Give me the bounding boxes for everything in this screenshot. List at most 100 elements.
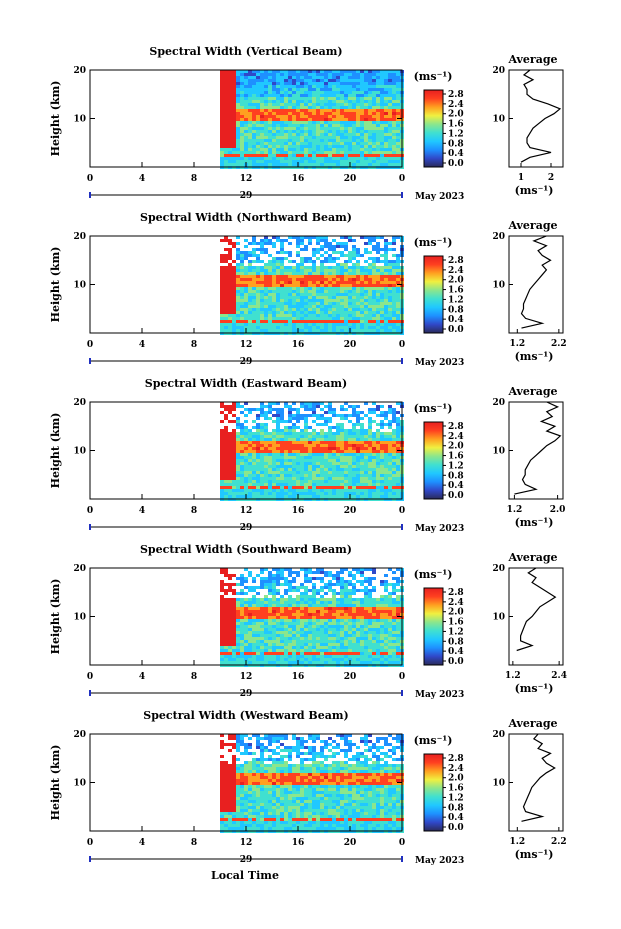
heatmap-cell xyxy=(264,118,268,121)
heatmap-cell xyxy=(328,145,332,148)
heatmap-cell xyxy=(236,103,240,106)
heatmap-cell xyxy=(328,115,332,118)
heatmap-cell xyxy=(296,76,300,79)
heatmap-cell xyxy=(376,278,380,281)
heatmap-cell xyxy=(284,495,288,498)
heatmap-cell xyxy=(264,269,268,272)
heatmap-cell xyxy=(392,79,396,82)
heatmap-cell xyxy=(256,275,260,278)
heatmap-cell xyxy=(228,598,232,601)
heatmap-cell xyxy=(264,299,268,302)
heatmap-cell xyxy=(240,477,244,480)
heatmap-cell xyxy=(244,598,248,601)
heatmap-cell xyxy=(292,601,296,604)
heatmap-cell xyxy=(328,154,332,157)
heatmap-cell xyxy=(224,266,228,269)
heatmap-cell xyxy=(324,287,328,290)
heatmap-cell xyxy=(280,311,284,314)
heatmap-cell xyxy=(220,106,224,109)
heatmap-cell xyxy=(396,471,400,474)
heatmap-cell xyxy=(328,124,332,127)
heatmap-cell xyxy=(304,456,308,459)
heatmap-cell xyxy=(348,480,352,483)
heatmap-cell xyxy=(232,420,236,423)
heatmap-cell xyxy=(348,314,352,317)
heatmap-cell xyxy=(268,405,272,408)
heatmap-cell xyxy=(316,142,320,145)
heatmap-cell xyxy=(284,459,288,462)
heatmap-cell xyxy=(240,429,244,432)
heatmap-cell xyxy=(368,142,372,145)
heatmap-cell xyxy=(312,477,316,480)
heatmap-cell xyxy=(332,157,336,160)
heatmap-cell xyxy=(344,278,348,281)
heatmap-cell xyxy=(340,305,344,308)
heatmap-cell xyxy=(340,139,344,142)
heatmap-cell xyxy=(368,450,372,453)
heatmap-cell xyxy=(268,269,272,272)
heatmap-cell xyxy=(228,601,232,604)
heatmap-cell xyxy=(324,281,328,284)
heatmap-cell xyxy=(364,136,368,139)
heatmap-cell xyxy=(236,658,240,661)
heatmap-cell xyxy=(240,296,244,299)
heatmap-cell xyxy=(372,136,376,139)
heatmap-cell xyxy=(348,492,352,495)
heatmap-cell xyxy=(276,160,280,163)
heatmap-cell xyxy=(348,456,352,459)
heatmap-cell xyxy=(292,290,296,293)
heatmap-cell xyxy=(276,465,280,468)
heatmap-cell xyxy=(376,97,380,100)
heatmap-cell xyxy=(244,477,248,480)
heatmap-cell xyxy=(300,447,304,450)
heatmap-cell xyxy=(364,106,368,109)
heatmap-cell xyxy=(316,450,320,453)
heatmap-cell xyxy=(328,163,332,166)
heatmap-cell xyxy=(336,127,340,130)
heatmap-cell xyxy=(384,269,388,272)
profile-frame xyxy=(508,69,564,168)
heatmap-cell xyxy=(252,272,256,275)
heatmap-cell xyxy=(396,287,400,290)
heatmap-cell xyxy=(352,423,356,426)
heatmap-cell xyxy=(296,115,300,118)
heatmap-cell xyxy=(284,88,288,91)
panel-title: Spectral Width (Eastward Beam) xyxy=(145,377,347,390)
y-axis-label: Height (km) xyxy=(49,247,62,323)
heatmap-cell xyxy=(220,580,224,583)
heatmap-cell xyxy=(392,462,396,465)
heatmap-cell xyxy=(344,299,348,302)
heatmap-cell xyxy=(376,91,380,94)
heatmap-cell xyxy=(292,308,296,311)
heatmap-cell xyxy=(360,148,364,151)
heatmap-cell xyxy=(388,281,392,284)
heatmap-cell xyxy=(232,450,236,453)
heatmap-cell xyxy=(296,82,300,85)
heatmap-cell xyxy=(320,148,324,151)
heatmap-cell xyxy=(256,290,260,293)
heatmap-cell xyxy=(240,411,244,414)
heatmap-cell xyxy=(288,429,292,432)
heatmap-cell xyxy=(304,266,308,269)
heatmap-cell xyxy=(276,459,280,462)
heatmap-cell xyxy=(300,118,304,121)
heatmap-cell xyxy=(312,263,316,266)
heatmap-cell xyxy=(312,314,316,317)
heatmap-cell xyxy=(280,145,284,148)
heatmap-cell xyxy=(248,604,252,607)
heatmap-cell xyxy=(276,317,280,320)
heatmap-cell xyxy=(256,320,260,323)
heatmap-cell xyxy=(332,106,336,109)
heatmap-cell xyxy=(352,91,356,94)
heatmap-cell xyxy=(240,317,244,320)
heatmap-cell xyxy=(384,495,388,498)
heatmap-cell xyxy=(276,139,280,142)
heatmap-cell xyxy=(248,266,252,269)
heatmap-cell xyxy=(372,468,376,471)
heatmap-cell xyxy=(224,474,228,477)
heatmap-cell xyxy=(356,70,360,73)
heatmap-cell xyxy=(256,598,260,601)
heatmap-cell xyxy=(308,604,312,607)
heatmap-cell xyxy=(396,429,400,432)
heatmap-cell xyxy=(356,115,360,118)
